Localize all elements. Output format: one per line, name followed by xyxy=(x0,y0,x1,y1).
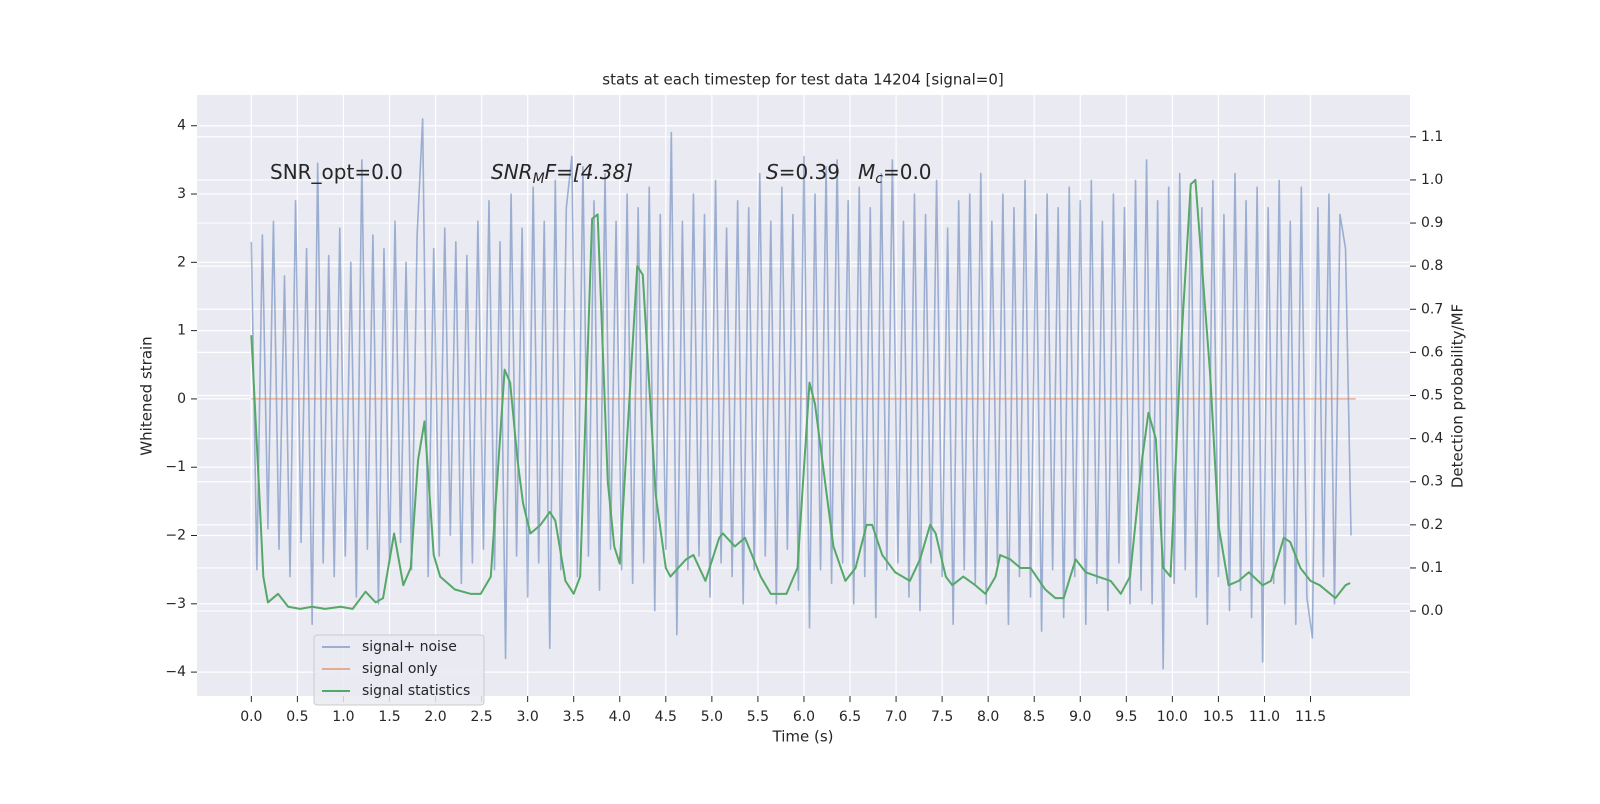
x-tick-label: 6.0 xyxy=(793,709,815,725)
x-tick-label: 0.0 xyxy=(240,709,262,725)
x-tick-label: 1.0 xyxy=(332,709,354,725)
x-tick-label: 11.0 xyxy=(1249,709,1280,725)
y-tick-label: −2 xyxy=(165,528,186,544)
x-tick-label: 8.5 xyxy=(1023,709,1045,725)
x-tick-label: 4.0 xyxy=(609,709,631,725)
x-tick-label: 4.5 xyxy=(655,709,677,725)
y-tick-label: −3 xyxy=(165,596,186,612)
y-tick-label: 0 xyxy=(177,391,186,407)
x-axis-label: Time (s) xyxy=(772,728,834,746)
annotation-part: F=[4.38] xyxy=(545,160,633,184)
x-tick-label: 5.0 xyxy=(701,709,723,725)
y-tick-label: 3 xyxy=(177,186,186,202)
y2-tick-label: 1.0 xyxy=(1421,172,1443,188)
annotation-part: =0.39 xyxy=(779,160,840,184)
series-line xyxy=(250,178,1351,610)
y-tick-label: 2 xyxy=(177,254,186,270)
y2-tick-label: 0.0 xyxy=(1421,603,1443,619)
y2-axis-label: Detection probability/MF xyxy=(1449,304,1467,488)
y-axis-label: Whitened strain xyxy=(138,336,156,455)
y2-tick-label: 0.4 xyxy=(1421,431,1443,447)
annotation-part: c xyxy=(875,171,883,187)
chart-title: stats at each timestep for test data 142… xyxy=(602,71,1003,89)
y-tick-label: 1 xyxy=(177,323,186,339)
y2-tick-label: 0.7 xyxy=(1421,301,1443,317)
x-tick-label: 10.5 xyxy=(1203,709,1234,725)
legend-label: signal statistics xyxy=(362,683,470,699)
x-tick-label: 6.5 xyxy=(839,709,861,725)
y2-tick-label: 0.3 xyxy=(1421,474,1443,490)
y2-tick-label: 0.9 xyxy=(1421,215,1443,231)
y2-tick-label: 0.6 xyxy=(1421,344,1443,360)
legend-box xyxy=(313,634,485,706)
y-tick-label: 4 xyxy=(177,118,186,134)
y2-tick-label: 1.1 xyxy=(1421,129,1443,145)
annotation: S=0.39 Mc=0.0 xyxy=(766,160,932,188)
x-tick-label: 1.5 xyxy=(378,709,400,725)
y2-tick-label: 0.8 xyxy=(1421,258,1443,274)
x-tick-label: 0.5 xyxy=(286,709,308,725)
x-tick-label: 5.5 xyxy=(747,709,769,725)
annotation-part: SNR xyxy=(491,160,533,184)
annotation: SNR_opt=0.0 xyxy=(270,160,403,184)
legend-label: signal only xyxy=(362,661,437,677)
x-tick-label: 8.0 xyxy=(977,709,999,725)
annotation-part: M xyxy=(858,160,875,184)
annotation-part: M xyxy=(533,171,545,187)
x-tick-label: 10.0 xyxy=(1157,709,1188,725)
x-tick-label: 7.5 xyxy=(931,709,953,725)
x-tick-label: 3.5 xyxy=(563,709,585,725)
legend-label: signal+ noise xyxy=(362,639,457,655)
annotation-part: =0.0 xyxy=(883,160,932,184)
annotation-part: S xyxy=(766,160,779,184)
x-tick-label: 9.0 xyxy=(1069,709,1091,725)
x-tick-label: 9.5 xyxy=(1115,709,1137,725)
y2-tick-label: 0.2 xyxy=(1421,517,1443,533)
x-tick-label: 7.0 xyxy=(885,709,907,725)
y-tick-label: −1 xyxy=(165,459,186,475)
x-tick-label: 3.0 xyxy=(517,709,539,725)
x-tick-label: 2.5 xyxy=(470,709,492,725)
x-tick-label: 11.5 xyxy=(1295,709,1326,725)
series-line xyxy=(250,118,1352,670)
y2-tick-label: 0.1 xyxy=(1421,560,1443,576)
x-tick-label: 2.0 xyxy=(424,709,446,725)
annotation-part: SNR_opt=0.0 xyxy=(270,160,403,184)
y2-tick-label: 0.5 xyxy=(1421,388,1443,404)
y-tick-label: −4 xyxy=(165,664,186,680)
annotation: SNRMF=[4.38] xyxy=(491,160,633,188)
